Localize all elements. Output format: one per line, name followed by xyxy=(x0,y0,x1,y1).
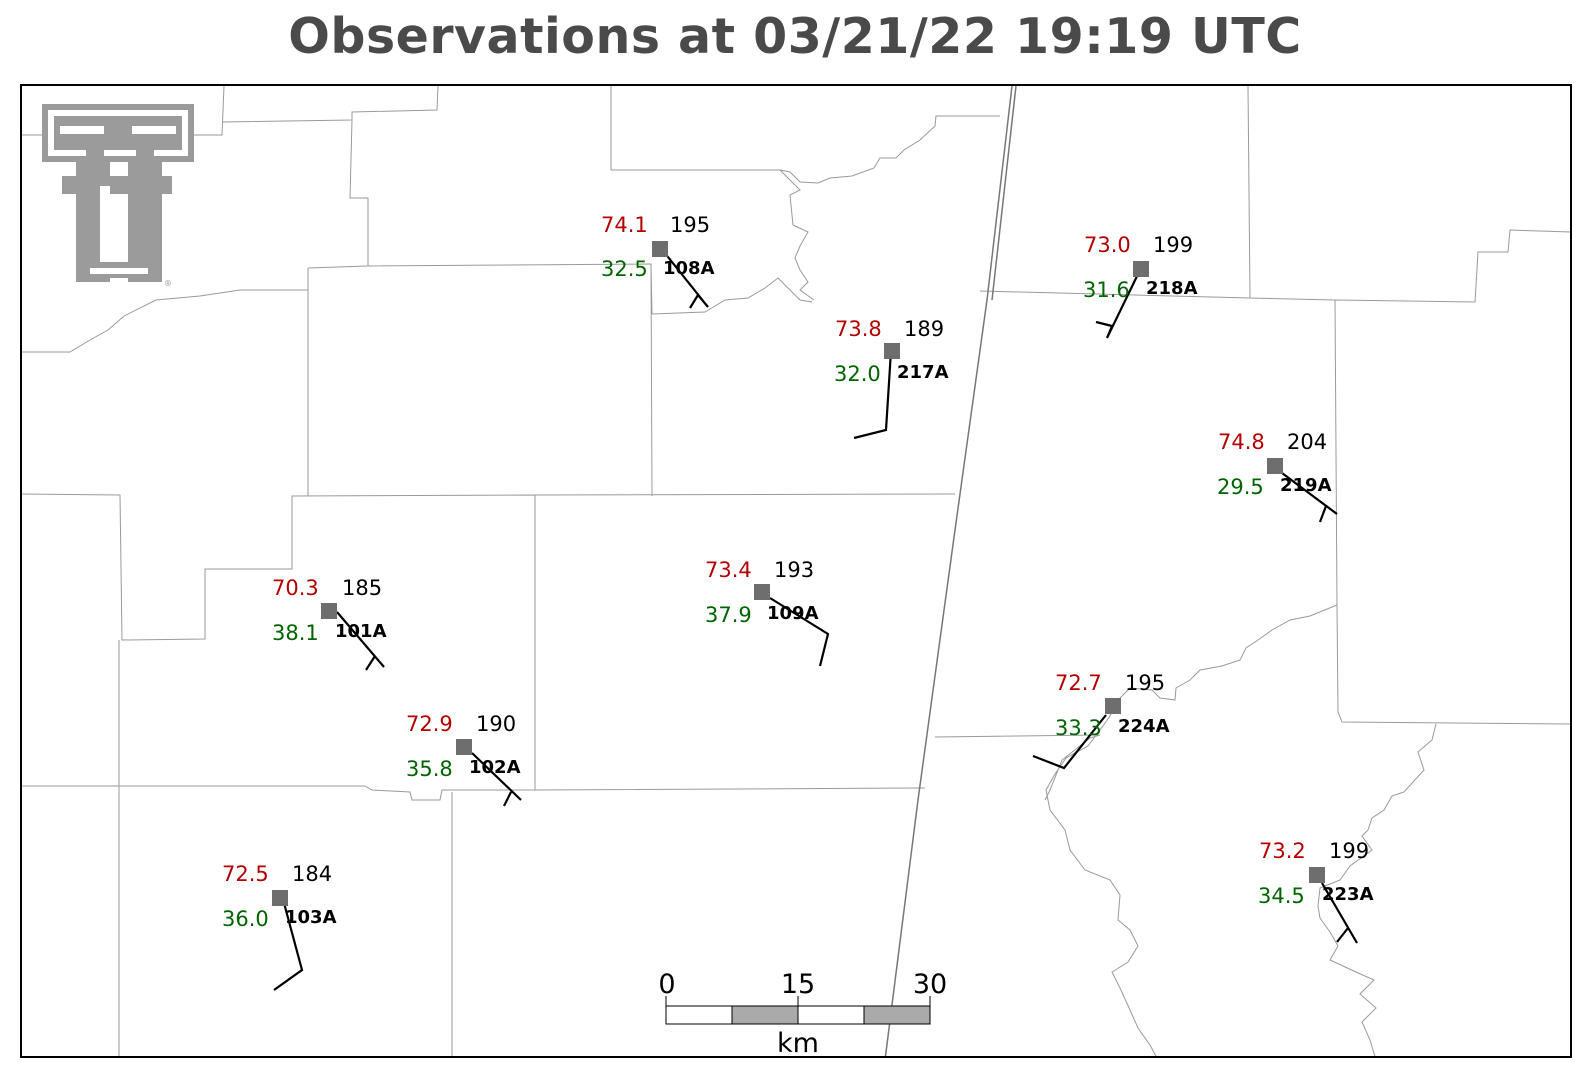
station-marker xyxy=(1309,867,1325,883)
county-boundaries xyxy=(21,85,1571,1057)
river-boundary-north xyxy=(779,115,1000,301)
station-224A[interactable]: 72.7 195 33.3 224A xyxy=(1032,671,1170,770)
scale-tick-0: 0 xyxy=(658,969,675,1000)
river-boundary-south xyxy=(1044,604,1437,1057)
station-marker xyxy=(1267,458,1283,474)
pressure-label: 195 xyxy=(670,213,710,237)
station-id-label: 218A xyxy=(1146,278,1198,299)
station-108A[interactable]: 74.1 195 32.5 108A xyxy=(601,213,715,309)
station-id-label: 224A xyxy=(1118,716,1170,737)
dewpoint-label: 37.9 xyxy=(705,603,752,627)
pressure-label: 185 xyxy=(342,576,382,600)
station-id-label: 108A xyxy=(663,258,715,279)
dewpoint-label: 32.5 xyxy=(601,257,648,281)
wind-barb xyxy=(471,752,522,807)
pressure-label: 195 xyxy=(1125,671,1165,695)
temperature-label: 73.0 xyxy=(1084,233,1131,257)
station-101A[interactable]: 70.3 185 38.1 101A xyxy=(272,576,387,671)
station-id-label: 217A xyxy=(897,362,949,383)
station-marker xyxy=(754,584,770,600)
logo-registered-mark: ® xyxy=(164,279,172,288)
station-marker xyxy=(884,343,900,359)
temperature-label: 73.2 xyxy=(1259,839,1306,863)
station-217A[interactable]: 73.8 189 32.0 217A xyxy=(834,317,949,440)
map-frame xyxy=(20,84,1572,1058)
pressure-label: 199 xyxy=(1153,233,1193,257)
station-marker xyxy=(272,890,288,906)
dewpoint-label: 38.1 xyxy=(272,621,319,645)
station-marker xyxy=(652,241,668,257)
station-id-label: 103A xyxy=(285,907,337,928)
station-marker xyxy=(321,603,337,619)
pressure-label: 189 xyxy=(904,317,944,341)
temperature-label: 70.3 xyxy=(272,576,319,600)
wind-barb xyxy=(336,611,385,671)
dewpoint-label: 29.5 xyxy=(1217,475,1264,499)
wind-barb xyxy=(273,902,304,991)
temperature-label: 72.5 xyxy=(222,862,269,886)
temperature-label: 73.8 xyxy=(835,317,882,341)
dewpoint-label: 32.0 xyxy=(834,362,881,386)
wind-barb xyxy=(769,597,830,667)
wind-barb xyxy=(1321,882,1358,944)
station-218A[interactable]: 73.0 199 31.6 218A xyxy=(1083,233,1198,339)
scale-tick-15: 15 xyxy=(781,969,815,1000)
station-marker xyxy=(1133,261,1149,277)
pressure-label: 190 xyxy=(476,712,516,736)
station-id-label: 101A xyxy=(335,621,387,642)
temperature-label: 73.4 xyxy=(705,558,752,582)
temperature-label: 74.8 xyxy=(1218,430,1265,454)
scale-unit: km xyxy=(777,1028,819,1059)
station-marker xyxy=(456,739,472,755)
station-id-label: 219A xyxy=(1280,475,1332,496)
temperature-label: 74.1 xyxy=(601,213,648,237)
scale-bar: 0 15 30 km xyxy=(658,969,947,1059)
temperature-label: 72.9 xyxy=(406,712,453,736)
state-boundary xyxy=(884,85,1017,1057)
dewpoint-label: 33.3 xyxy=(1055,716,1102,740)
station-109A[interactable]: 73.4 193 37.9 109A xyxy=(705,558,830,667)
map-title: Observations at 03/21/22 19:19 UTC xyxy=(288,8,1302,65)
temperature-label: 72.7 xyxy=(1055,671,1102,695)
wind-barb xyxy=(1281,472,1338,523)
dewpoint-label: 35.8 xyxy=(406,757,453,781)
dewpoint-label: 34.5 xyxy=(1258,884,1305,908)
basemap xyxy=(21,85,1571,1057)
wind-barb xyxy=(1032,714,1107,770)
dewpoint-label: 31.6 xyxy=(1083,278,1130,302)
station-223A[interactable]: 73.2 199 34.5 223A xyxy=(1258,839,1374,944)
pressure-label: 193 xyxy=(774,558,814,582)
station-marker xyxy=(1105,698,1121,714)
pressure-label: 204 xyxy=(1287,430,1327,454)
scale-tick-30: 30 xyxy=(913,969,947,1000)
pressure-label: 199 xyxy=(1329,839,1369,863)
pressure-label: 184 xyxy=(292,862,332,886)
station-id-label: 223A xyxy=(1322,884,1374,905)
station-102A[interactable]: 72.9 190 35.8 102A xyxy=(406,712,522,807)
wind-barb xyxy=(1095,269,1141,339)
station-103A[interactable]: 72.5 184 36.0 103A xyxy=(222,862,337,991)
wind-barb xyxy=(853,350,893,440)
station-219A[interactable]: 74.8 204 29.5 219A xyxy=(1217,430,1338,523)
station-id-label: 109A xyxy=(767,603,819,624)
double-t-logo: ® xyxy=(42,104,194,288)
dewpoint-label: 36.0 xyxy=(222,907,269,931)
station-id-label: 102A xyxy=(469,757,521,778)
